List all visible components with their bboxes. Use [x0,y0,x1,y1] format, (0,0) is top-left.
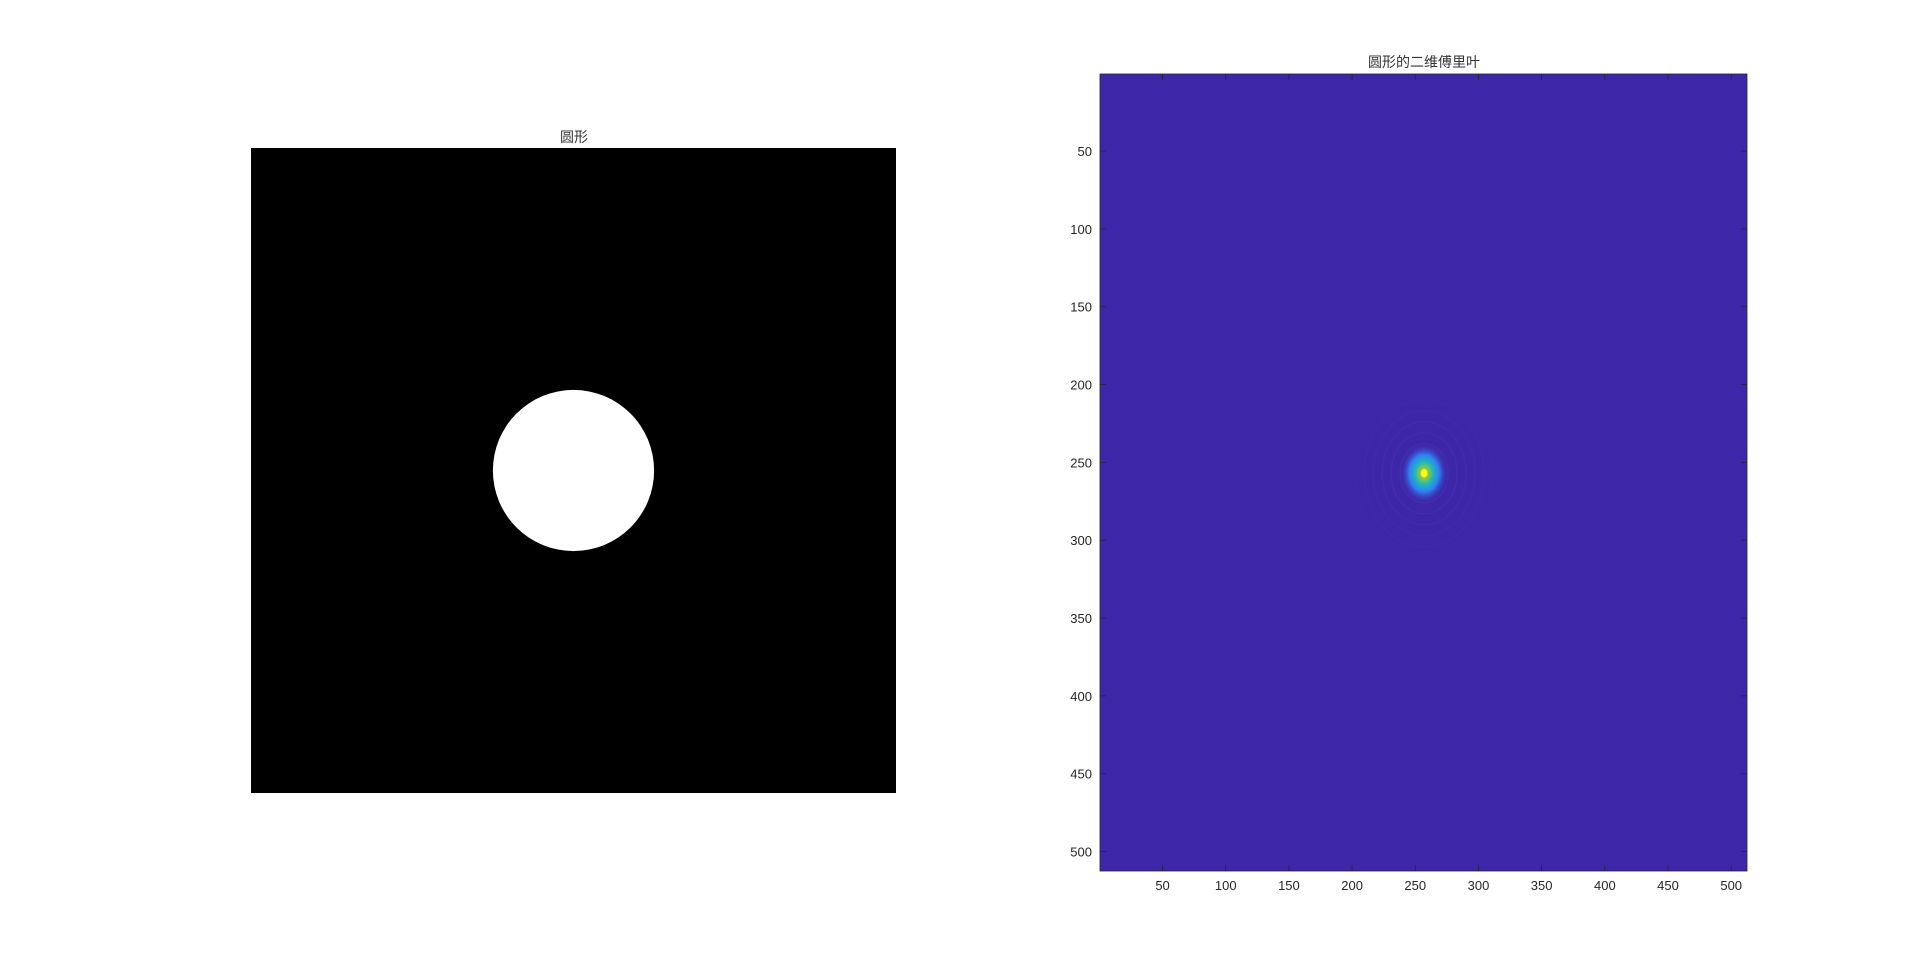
x-tick-label: 400 [1594,878,1616,893]
right-plot-title: 圆形的二维傅里叶 [1368,55,1480,71]
x-tick-label: 350 [1531,878,1553,893]
y-tick-label: 450 [1070,767,1092,782]
x-tick-label: 500 [1720,878,1742,893]
y-tick-label: 400 [1070,689,1092,704]
fft-axes-box [1099,73,1748,872]
fft-ring [1372,410,1476,537]
x-tick-label: 200 [1341,878,1363,893]
y-tick-label: 250 [1070,455,1092,470]
y-tick-label: 350 [1070,611,1092,626]
fft-axes: 50 100 150 200 250 300 350 400 450 500 50 100 150 200… [1070,73,1748,893]
circle-image-axes [251,148,896,793]
y-tick-label: 150 [1070,300,1092,315]
fft-ring [1390,432,1458,515]
y-tick-label: 300 [1070,533,1092,548]
fft-ring [1354,388,1494,559]
x-tick-label: 100 [1215,878,1237,893]
x-tick-label: 300 [1468,878,1490,893]
x-tick-label: 450 [1657,878,1679,893]
y-tick-label: 500 [1070,845,1092,860]
fft-ring [1363,399,1485,548]
fft-peak [1420,469,1428,478]
left-plot-title: 圆形 [560,130,588,146]
x-tick-label: 50 [1155,878,1169,893]
fft-ring [1345,377,1503,570]
y-tick-label: 100 [1070,222,1092,237]
x-tick-label: 250 [1404,878,1426,893]
y-tick-label: 50 [1078,144,1092,159]
white-disc [492,389,655,552]
fft-ring [1381,421,1467,526]
x-tick-label: 150 [1278,878,1300,893]
y-tick-label: 200 [1070,378,1092,393]
